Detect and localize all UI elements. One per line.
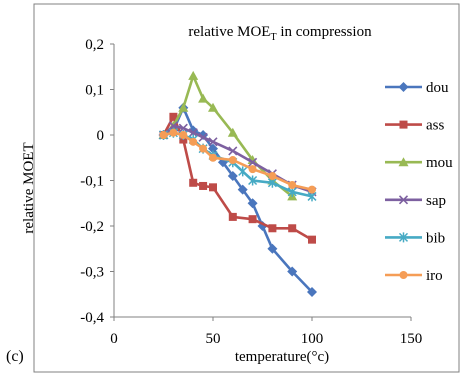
data-point-ass	[199, 181, 208, 190]
data-point-ass	[209, 183, 217, 192]
series-line-mou	[162, 74, 294, 198]
data-point-ass	[268, 224, 277, 233]
data-point-dou	[267, 243, 278, 254]
data-point-sap	[198, 132, 208, 142]
data-point-iro	[209, 153, 217, 162]
data-point-iro	[199, 144, 208, 153]
data-point-sap	[208, 137, 218, 147]
panel-tag: (c)	[6, 348, 24, 365]
data-point-iro	[248, 165, 257, 174]
legend-label-ass: ass	[426, 118, 444, 134]
y-tick-label: -0,3	[80, 265, 104, 281]
data-point-dou	[227, 170, 238, 181]
legend-label-mou: mou	[426, 155, 453, 171]
y-tick-label: -0,2	[80, 219, 104, 235]
y-tick-label: -0,1	[80, 174, 104, 190]
data-point-sap	[178, 123, 188, 133]
legend-marker-sap	[398, 195, 409, 205]
legend-label-sap: sap	[426, 193, 446, 209]
data-point-iro	[288, 181, 297, 190]
data-point-dou	[247, 198, 258, 209]
legend-marker-ass	[399, 120, 408, 129]
data-point-iro	[159, 131, 168, 139]
legend-label-bib: bib	[426, 230, 445, 246]
data-point-mou	[208, 102, 218, 112]
y-tick-label: -0,4	[80, 310, 104, 326]
chart-title: relative MOET in compression	[188, 24, 372, 43]
data-point-dou	[307, 286, 317, 297]
y-tick-label: 0	[97, 128, 105, 144]
data-point-iro	[189, 137, 198, 146]
y-axis-label: relative MOET	[21, 142, 37, 233]
legend-marker-dou	[398, 82, 409, 92]
data-point-ass	[248, 215, 257, 224]
data-point-dou	[208, 143, 218, 154]
data-point-iro	[228, 156, 237, 165]
data-point-ass	[308, 235, 316, 244]
data-point-sap	[188, 128, 198, 138]
x-tick-label: 50	[206, 331, 221, 347]
data-point-bib	[238, 166, 248, 177]
data-point-sap	[248, 157, 258, 167]
data-point-dou	[237, 184, 248, 195]
y-tick-label: 0,1	[85, 83, 104, 99]
legend-label-iro: iro	[426, 268, 443, 284]
x-tick-label: 0	[110, 331, 118, 347]
data-point-iro	[179, 131, 188, 139]
data-point-mou	[227, 127, 238, 137]
legend-label-dou: dou	[426, 80, 449, 96]
legend-marker-iro	[399, 271, 408, 279]
data-point-mou	[198, 93, 209, 103]
y-tick-label: 0,2	[85, 37, 104, 53]
data-point-dou	[287, 266, 298, 277]
data-point-mou	[178, 102, 189, 112]
x-tick-label: 150	[400, 331, 423, 347]
data-point-ass	[189, 178, 198, 187]
data-point-iro	[308, 185, 316, 194]
data-point-sap	[168, 121, 178, 131]
chart-frame	[33, 3, 460, 373]
data-point-ass	[169, 112, 178, 121]
data-point-iro	[268, 171, 277, 180]
data-point-sap	[228, 146, 238, 156]
data-point-ass	[228, 212, 237, 221]
data-point-bib	[248, 175, 258, 186]
x-axis-label: temperature(°c)	[235, 349, 329, 365]
data-point-mou	[188, 70, 199, 80]
legend-marker-mou	[398, 157, 409, 167]
data-point-ass	[288, 224, 297, 233]
data-point-iro	[169, 128, 178, 137]
legend-marker-bib	[398, 232, 409, 243]
x-tick-label: 100	[301, 331, 324, 347]
